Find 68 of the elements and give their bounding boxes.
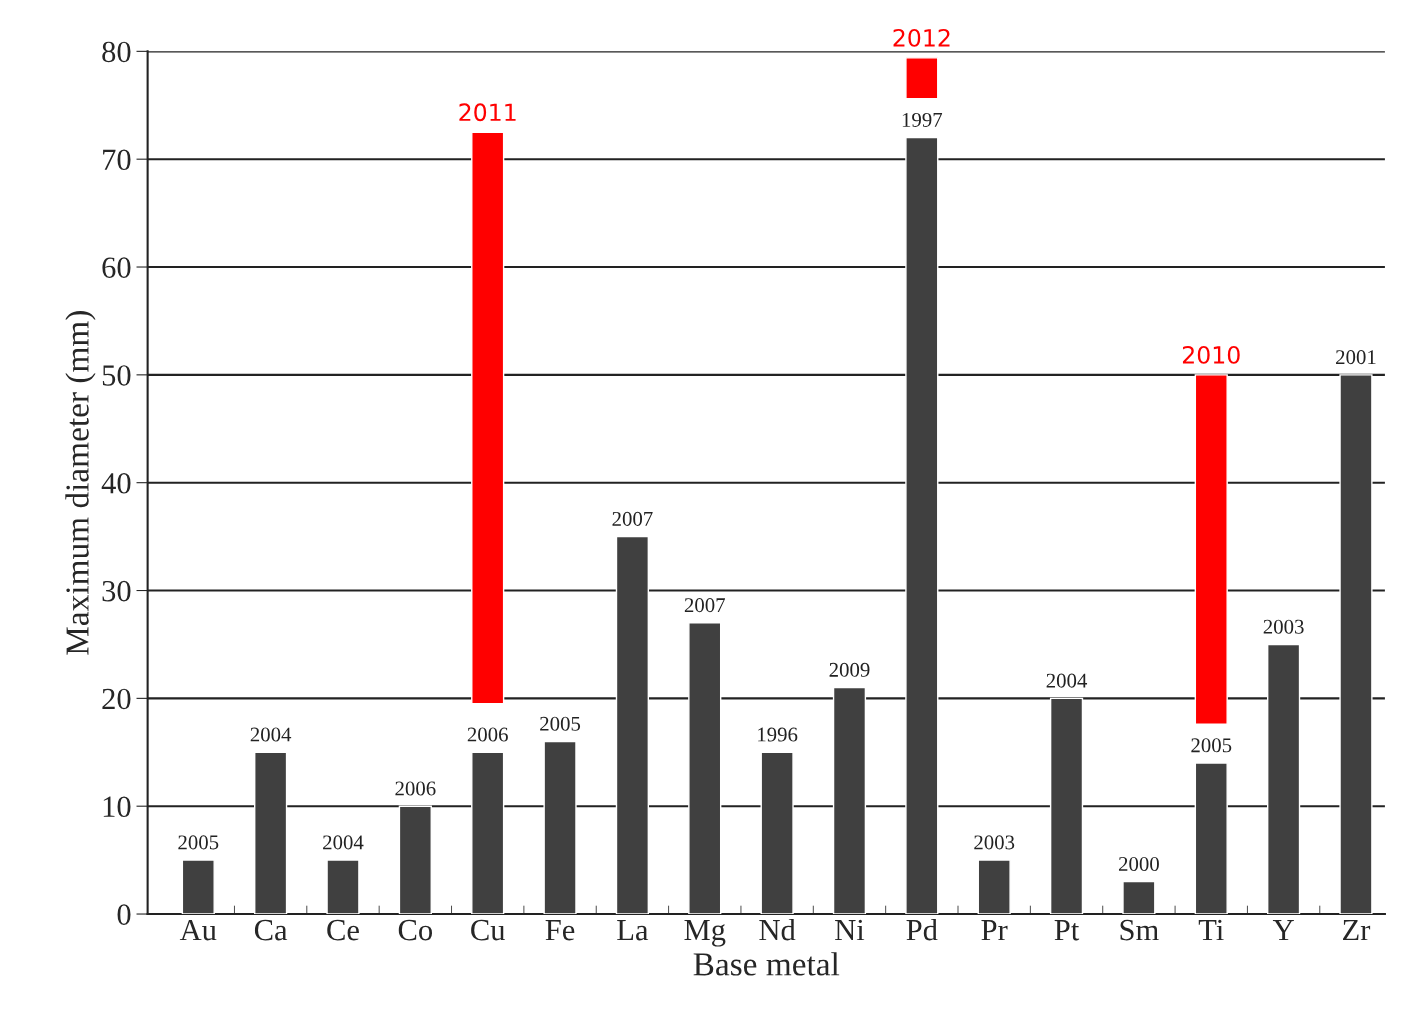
annotation: 2007 bbox=[684, 598, 725, 613]
bar bbox=[760, 751, 794, 915]
annotation: 2005 bbox=[1191, 738, 1232, 753]
bar bbox=[326, 859, 360, 915]
y-tick-label: 40 bbox=[101, 472, 131, 494]
annotation: 2007 bbox=[612, 511, 653, 526]
bar bbox=[977, 859, 1011, 915]
y-tick-label: 50 bbox=[102, 365, 131, 386]
bar bbox=[1194, 374, 1228, 725]
bar bbox=[688, 622, 722, 915]
x-tick-label: Co bbox=[398, 919, 433, 941]
y-tick-label: 60 bbox=[102, 257, 131, 278]
x-tick-label: Zr bbox=[1343, 920, 1371, 941]
y-tick-label: 0 bbox=[117, 904, 131, 925]
y-axis-title: Maximum diameter (mm) bbox=[65, 311, 96, 655]
x-tick-label: Cu bbox=[471, 919, 506, 941]
x-tick-label: La bbox=[617, 920, 649, 941]
bar bbox=[905, 136, 939, 915]
annotation: 2009 bbox=[829, 662, 870, 677]
x-tick-label: Fe bbox=[545, 920, 575, 941]
bar bbox=[471, 751, 505, 915]
bar bbox=[398, 805, 432, 915]
annotation: 1997 bbox=[902, 112, 943, 127]
x-tick-label: Ti bbox=[1198, 919, 1224, 941]
x-tick-label: Nd bbox=[759, 918, 796, 941]
x-axis-title: Base metal bbox=[693, 952, 840, 976]
bar bbox=[254, 751, 288, 915]
annotation: 2010 bbox=[1182, 345, 1240, 364]
x-tick-label: Ni bbox=[835, 919, 865, 941]
bar bbox=[1266, 643, 1301, 915]
bar bbox=[905, 57, 939, 100]
x-tick-label: Pt bbox=[1054, 920, 1080, 941]
y-tick-label: 70 bbox=[103, 149, 131, 171]
annotation: 2004 bbox=[323, 835, 364, 850]
x-tick-label: Au bbox=[179, 919, 217, 941]
annotation: 2005 bbox=[178, 835, 219, 850]
bar bbox=[1122, 880, 1156, 915]
annotation: 2000 bbox=[1118, 856, 1159, 871]
annotation: 2003 bbox=[1263, 619, 1304, 634]
y-tick-label: 80 bbox=[102, 41, 131, 63]
annotation: 2001 bbox=[1336, 350, 1376, 365]
x-tick-label: Y bbox=[1272, 920, 1294, 941]
bar bbox=[1049, 697, 1084, 915]
x-tick-label: Sm bbox=[1120, 919, 1159, 941]
x-tick-label: Ca bbox=[254, 919, 288, 941]
bar bbox=[1194, 762, 1228, 915]
y-tick-label: 20 bbox=[102, 688, 131, 710]
annotation: 2006 bbox=[467, 727, 508, 742]
annotation: 2011 bbox=[459, 103, 516, 122]
x-tick-label: Ce bbox=[327, 919, 359, 941]
x-tick-label: Pr bbox=[981, 920, 1008, 941]
y-tick-label: 10 bbox=[103, 796, 131, 818]
annotation: 2004 bbox=[250, 727, 292, 742]
annotation: 2004 bbox=[1046, 673, 1088, 688]
bar bbox=[1339, 374, 1373, 915]
annotation: 1996 bbox=[758, 727, 798, 742]
x-tick-label: Mg bbox=[684, 920, 726, 947]
bar bbox=[615, 535, 650, 915]
annotation: 2012 bbox=[893, 28, 950, 47]
bar bbox=[832, 686, 867, 915]
annotation: 2003 bbox=[974, 835, 1015, 850]
bar bbox=[543, 740, 577, 915]
annotation: 2006 bbox=[395, 781, 436, 796]
bar bbox=[471, 131, 505, 705]
bar bbox=[181, 859, 215, 915]
y-tick-label: 30 bbox=[102, 580, 131, 602]
annotation: 2005 bbox=[540, 716, 581, 731]
x-tick-label: Pd bbox=[906, 918, 938, 941]
